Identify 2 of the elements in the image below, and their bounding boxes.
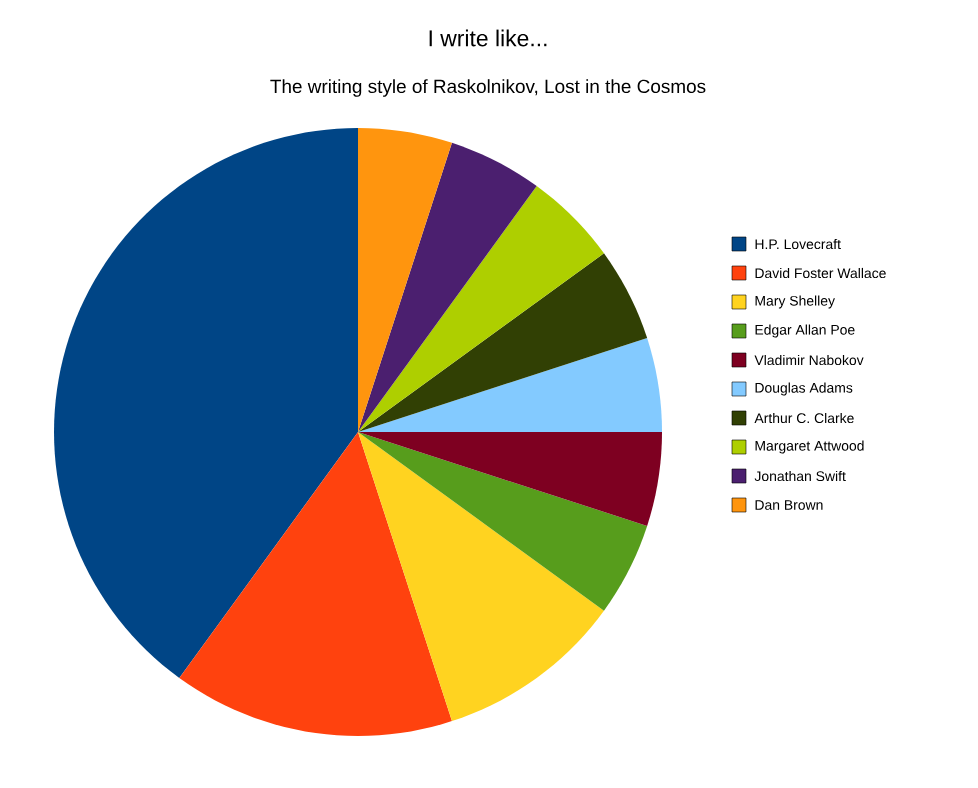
chart-title: I write like... bbox=[429, 29, 547, 47]
chart-subtitle: The writing style of Raskolnikov, Lost in the Cosmos bbox=[270, 79, 706, 97]
